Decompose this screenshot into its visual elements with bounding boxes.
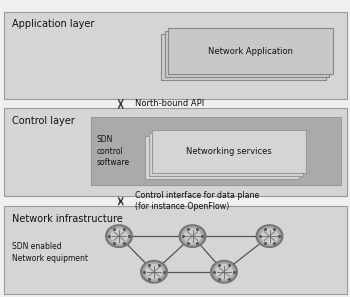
Bar <box>152 130 306 173</box>
Bar <box>145 136 299 179</box>
Text: Control interface for data plane
(for instance OpenFlow): Control interface for data plane (for in… <box>135 191 259 211</box>
Text: Networking services: Networking services <box>186 147 272 157</box>
Text: Network Application: Network Application <box>208 47 293 56</box>
Bar <box>168 28 332 74</box>
Bar <box>91 117 341 185</box>
Bar <box>161 34 326 80</box>
Circle shape <box>106 225 132 247</box>
Circle shape <box>111 229 127 243</box>
Circle shape <box>256 225 283 247</box>
Text: SDN enabled
Network equipment: SDN enabled Network equipment <box>12 242 88 263</box>
Circle shape <box>143 263 165 281</box>
Text: North-bound API: North-bound API <box>135 99 204 108</box>
Circle shape <box>261 229 278 243</box>
Bar <box>149 133 303 176</box>
Circle shape <box>213 263 235 281</box>
Circle shape <box>141 260 167 283</box>
Circle shape <box>211 260 237 283</box>
Bar <box>4 206 346 294</box>
Circle shape <box>184 229 201 243</box>
Circle shape <box>182 227 203 245</box>
Bar <box>164 31 329 77</box>
Circle shape <box>146 265 162 279</box>
Circle shape <box>216 265 232 279</box>
Bar <box>4 12 346 99</box>
Circle shape <box>179 225 206 247</box>
Text: Control layer: Control layer <box>12 116 75 126</box>
Text: Application layer: Application layer <box>12 19 94 29</box>
Bar <box>4 108 346 196</box>
Circle shape <box>108 227 130 245</box>
Text: SDN
control
software: SDN control software <box>96 135 130 167</box>
Circle shape <box>259 227 280 245</box>
Text: Network infrastructure: Network infrastructure <box>12 214 123 224</box>
